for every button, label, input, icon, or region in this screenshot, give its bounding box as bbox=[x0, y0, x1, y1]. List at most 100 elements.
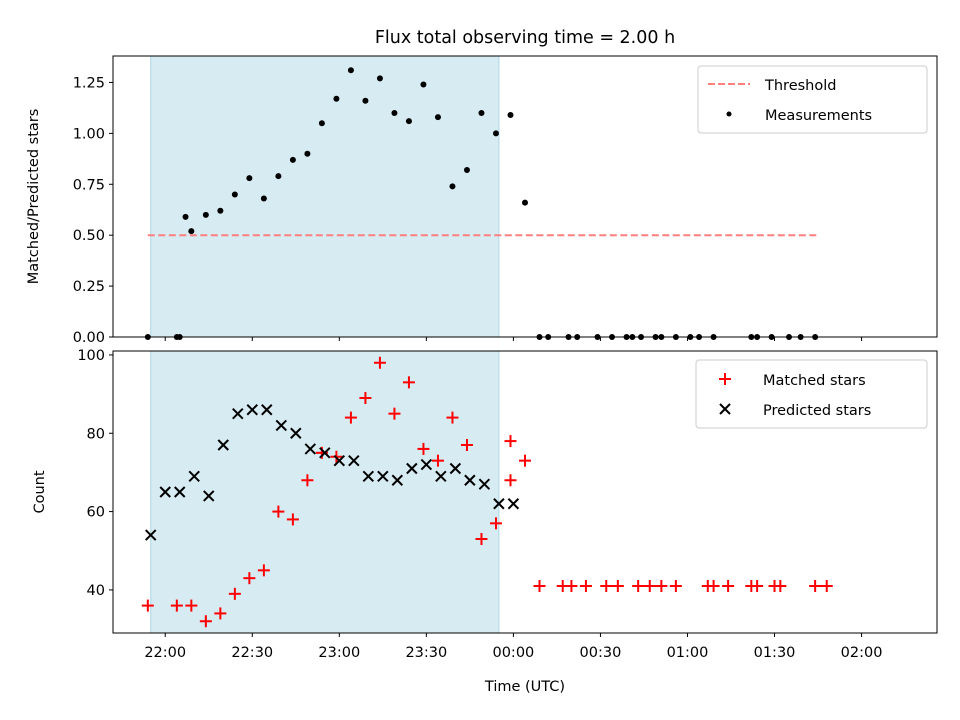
y-tick-label: 1.00 bbox=[73, 126, 105, 142]
matched-star-point bbox=[722, 580, 735, 592]
y-tick-label: 0.50 bbox=[73, 228, 105, 244]
predicted-star-point bbox=[188, 470, 200, 483]
predicted-star-point bbox=[333, 454, 346, 467]
measurement-point bbox=[463, 167, 470, 174]
predicted-star-point bbox=[275, 419, 287, 432]
predicted-star-point bbox=[217, 439, 229, 451]
matched-star-point bbox=[632, 580, 645, 592]
x-tick-label: 23:30 bbox=[405, 645, 447, 661]
predicted-star-point bbox=[406, 462, 418, 475]
count-panel-frame bbox=[112, 350, 938, 634]
ratio-panel-ylabel: Matched/Predicted stars bbox=[26, 109, 42, 285]
x-tick-label: 02:00 bbox=[841, 645, 883, 661]
measurement-point bbox=[260, 195, 267, 202]
count-panel-ylabel: Count bbox=[32, 470, 48, 513]
predicted-star-point bbox=[478, 478, 491, 490]
legend-measurements-swatch bbox=[726, 111, 732, 117]
measurement-point bbox=[202, 211, 209, 218]
predicted-star-point bbox=[232, 407, 244, 420]
measurement-point bbox=[289, 156, 296, 163]
predicted-star-point bbox=[362, 470, 375, 483]
y-tick-label: 1.25 bbox=[73, 75, 105, 91]
count-legend-box bbox=[695, 359, 928, 429]
ratio-panel-x-axis bbox=[164, 337, 863, 341]
matched-star-point bbox=[373, 356, 386, 369]
ratio-legend: Threshold Measurements bbox=[697, 65, 928, 134]
matched-star-point bbox=[504, 435, 517, 448]
matched-star-point bbox=[600, 580, 613, 592]
measurement-point bbox=[182, 213, 189, 220]
y-tick-label: 60 bbox=[87, 505, 105, 521]
matched-star-point bbox=[579, 580, 592, 592]
matched-star-point bbox=[655, 580, 668, 592]
matched-star-point bbox=[643, 580, 656, 592]
measurement-point bbox=[478, 110, 485, 117]
measurement-point bbox=[217, 207, 224, 214]
matched-star-point bbox=[431, 454, 444, 467]
predicted-star-point bbox=[464, 474, 476, 486]
matched-star-point bbox=[519, 454, 531, 467]
matched-star-point bbox=[565, 580, 578, 592]
predicted-star-point bbox=[435, 470, 447, 483]
matched-star-point bbox=[809, 580, 822, 592]
matched-star-point bbox=[141, 599, 154, 612]
matched-star-point bbox=[707, 580, 720, 592]
predicted-star-point bbox=[319, 447, 331, 459]
matched-star-point bbox=[774, 580, 787, 592]
x-tick-label: 01:30 bbox=[754, 645, 796, 661]
matched-star-point bbox=[446, 411, 459, 424]
ratio-panel-y-axis: 0.00 0.25 0.50 0.75 1.00 1.25 bbox=[73, 75, 113, 346]
legend-measurements-label: Measurements bbox=[765, 108, 872, 124]
measurement-point bbox=[318, 120, 325, 127]
y-tick-label: 100 bbox=[77, 348, 105, 364]
x-tick-label: 01:00 bbox=[667, 645, 709, 661]
x-tick-label: 23:00 bbox=[318, 645, 360, 661]
measurement-point bbox=[347, 67, 354, 74]
legend-predicted-swatch bbox=[719, 403, 731, 415]
count-legend: Matched stars Predicted stars bbox=[695, 359, 928, 429]
ratio-panel: 0.00 0.25 0.50 0.75 1.00 1.25 Matched/Predict… bbox=[26, 55, 938, 346]
predicted-star-point bbox=[246, 404, 258, 416]
y-tick-label: 0.75 bbox=[73, 177, 105, 193]
predicted-star-point bbox=[203, 490, 215, 502]
matched-star-point bbox=[301, 474, 314, 487]
matched-star-point bbox=[669, 580, 682, 592]
measurement-point bbox=[246, 175, 253, 182]
predicted-star-point bbox=[449, 462, 462, 475]
count-panel-y-axis: 40 60 80 100 bbox=[77, 348, 113, 599]
predicted-star-point bbox=[145, 529, 157, 541]
predicted-star-point bbox=[261, 404, 273, 416]
measurement-point bbox=[275, 173, 282, 180]
measurement-point bbox=[405, 118, 412, 125]
predicted-star-point bbox=[493, 498, 505, 510]
matched-star-point bbox=[344, 411, 357, 424]
ratio-panel-marks bbox=[144, 67, 819, 340]
predicted-star-point bbox=[507, 498, 520, 510]
predicted-star-point bbox=[420, 458, 433, 471]
matched-star-point bbox=[185, 599, 198, 612]
y-tick-label: 40 bbox=[87, 583, 105, 599]
predicted-star-point bbox=[304, 443, 317, 455]
x-tick-label: 22:00 bbox=[144, 645, 186, 661]
x-tick-label: 22:30 bbox=[231, 645, 273, 661]
matched-star-point bbox=[460, 439, 473, 451]
predicted-star-point bbox=[348, 454, 360, 467]
legend-predicted-label: Predicted stars bbox=[763, 403, 871, 419]
legend-matched-swatch bbox=[719, 373, 731, 385]
count-panel: 40 60 80 100 22:00 22:30 23:00 23:30 00:00 00:30… bbox=[32, 348, 938, 661]
predicted-star-point bbox=[290, 427, 302, 439]
matched-star-point bbox=[272, 505, 285, 518]
matched-star-point bbox=[286, 513, 299, 526]
matched-star-point bbox=[359, 392, 372, 404]
legend-threshold-label: Threshold bbox=[764, 78, 836, 94]
measurement-point bbox=[449, 183, 456, 190]
measurement-point bbox=[362, 97, 369, 104]
count-panel-shade bbox=[150, 350, 500, 634]
matched-star-point bbox=[504, 474, 517, 487]
measurement-point bbox=[188, 228, 195, 235]
matched-star-point bbox=[820, 580, 833, 592]
figure-title: Flux total observing time = 2.00 h bbox=[375, 28, 675, 48]
matched-star-point bbox=[417, 442, 430, 455]
predicted-star-point bbox=[159, 486, 171, 498]
matched-star-point bbox=[533, 580, 546, 592]
